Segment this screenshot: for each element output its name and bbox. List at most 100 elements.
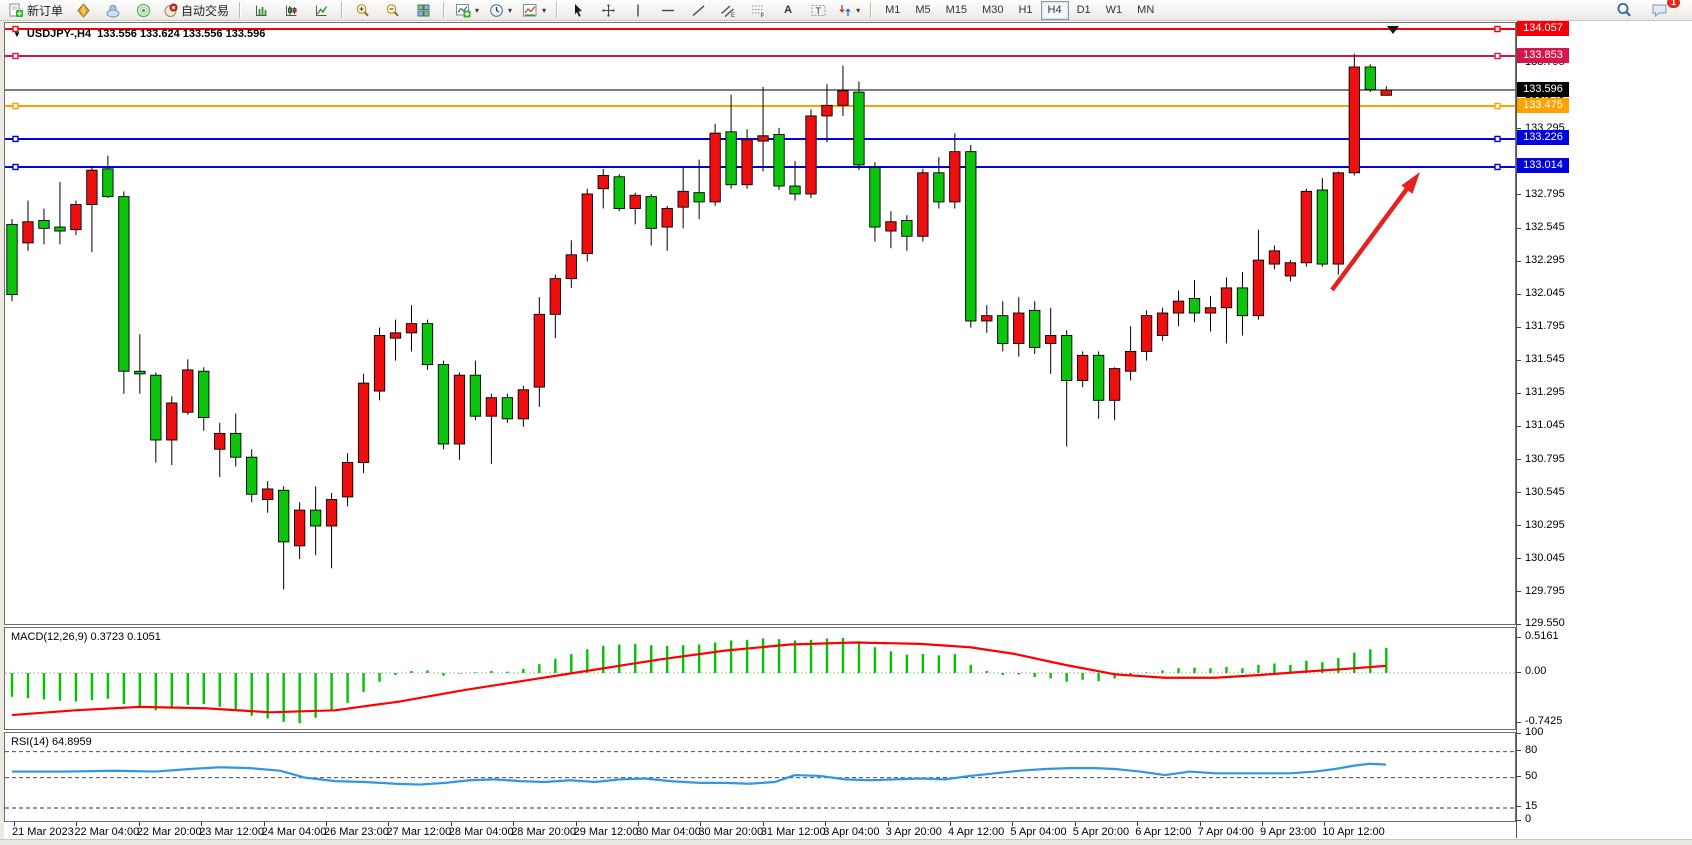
hline-handle[interactable] bbox=[12, 102, 19, 110]
date-label: 6 Apr 12:00 bbox=[1135, 826, 1192, 838]
templates-button[interactable]: ▾ bbox=[518, 0, 550, 20]
periods-button[interactable]: ▾ bbox=[485, 0, 516, 20]
candlestick-chart[interactable] bbox=[5, 23, 1515, 624]
dropdown-caret: ▾ bbox=[508, 5, 513, 15]
crosshair-icon bbox=[602, 4, 615, 16]
date-label: 26 Mar 23:00 bbox=[324, 826, 389, 838]
date-label: 4 Apr 12:00 bbox=[948, 826, 1005, 838]
rsi-axis-tick bbox=[1516, 819, 1521, 821]
autotrading-button[interactable]: 自动交易 bbox=[159, 0, 233, 20]
collapse-triangle-icon[interactable]: ▼ bbox=[13, 29, 21, 39]
cursor-icon bbox=[575, 3, 583, 17]
rsi-axis-label: 100 bbox=[1525, 726, 1544, 739]
date-tick bbox=[263, 822, 265, 826]
toolbar-separator bbox=[870, 2, 873, 18]
period-button-D1[interactable]: D1 bbox=[1076, 4, 1091, 16]
price-tick bbox=[1516, 359, 1521, 361]
quotes-button[interactable] bbox=[69, 0, 97, 20]
timeframe-buttons: M1 M5 M15 M30 H1 H4 D1 W1 MN bbox=[878, 0, 1161, 20]
period-button-W1[interactable]: W1 bbox=[1105, 4, 1123, 16]
price-tick-label: 129.795 bbox=[1525, 584, 1565, 597]
date-tick bbox=[513, 822, 515, 826]
text-label-tool-button[interactable]: T bbox=[804, 0, 832, 20]
new-order-button[interactable]: 新订单 bbox=[4, 0, 67, 20]
equidistant-channel-tool-button[interactable]: E bbox=[714, 0, 742, 20]
date-label: 22 Mar 04:00 bbox=[74, 826, 140, 838]
fibonacci-tool-button[interactable]: F bbox=[744, 0, 772, 20]
notifications-button[interactable]: 1 bbox=[1646, 0, 1680, 20]
hline-handle[interactable] bbox=[1494, 135, 1501, 143]
period-button-M15[interactable]: M15 bbox=[945, 4, 968, 16]
hline-handle[interactable] bbox=[1494, 52, 1501, 60]
horizontal-line-tool-button[interactable] bbox=[654, 0, 682, 20]
bar-chart-button[interactable] bbox=[247, 0, 275, 20]
rsi-axis-label: 0 bbox=[1525, 813, 1532, 825]
price-axis[interactable]: 133.795133.545133.295132.795132.545132.2… bbox=[1516, 0, 1692, 845]
macd-chart[interactable] bbox=[5, 628, 1515, 729]
svg-text:E: E bbox=[731, 13, 735, 18]
price-badge: 133.475 bbox=[1517, 97, 1569, 113]
price-chart-panel[interactable]: ▼ USDJPY-,H4 133.556 133.624 133.556 133… bbox=[4, 22, 1516, 625]
rsi-chart[interactable] bbox=[5, 733, 1515, 821]
macd-panel[interactable]: MACD(12,26,9) 0.3723 0.1051 bbox=[4, 627, 1516, 730]
indicators-button[interactable]: ▾ bbox=[451, 0, 483, 20]
horizontal-lines[interactable] bbox=[5, 25, 1515, 171]
period-button-H1[interactable]: H1 bbox=[1018, 4, 1033, 16]
period-button-H4[interactable]: H4 bbox=[1040, 0, 1069, 20]
chart-shift-marker-icon[interactable] bbox=[1387, 26, 1399, 34]
candlestick-chart-button[interactable] bbox=[277, 0, 305, 20]
price-badge: 133.226 bbox=[1517, 130, 1569, 146]
crosshair-tool-button[interactable] bbox=[594, 0, 622, 20]
window-bottom-border bbox=[0, 839, 1692, 845]
period-button-M30[interactable]: M30 bbox=[982, 4, 1004, 16]
clock-icon bbox=[490, 3, 503, 17]
period-button-MN[interactable]: MN bbox=[1137, 4, 1155, 16]
trendline-icon bbox=[692, 4, 705, 16]
period-button-M5[interactable]: M5 bbox=[915, 4, 931, 16]
price-tick-label: 131.045 bbox=[1525, 419, 1565, 432]
hline-handle[interactable] bbox=[12, 163, 19, 171]
cursor-tool-button[interactable] bbox=[564, 0, 592, 20]
market-watch-button[interactable] bbox=[99, 0, 127, 20]
date-label: 30 Mar 20:00 bbox=[698, 826, 764, 838]
hline-handle[interactable] bbox=[12, 135, 19, 143]
hline-handle[interactable] bbox=[12, 25, 19, 33]
date-label: 27 Mar 12:00 bbox=[386, 826, 452, 838]
trendline-tool-button[interactable] bbox=[684, 0, 712, 20]
window-left-border bbox=[0, 21, 4, 845]
hline-handle[interactable] bbox=[1494, 163, 1501, 171]
date-label: 9 Apr 23:00 bbox=[1260, 826, 1317, 838]
arrows-tool-button[interactable]: ▾ bbox=[834, 0, 864, 20]
hline-handle[interactable] bbox=[1494, 102, 1501, 110]
text-tool-button[interactable]: A bbox=[774, 0, 802, 20]
zoom-out-button[interactable] bbox=[379, 0, 407, 20]
zoom-in-button[interactable] bbox=[349, 0, 377, 20]
date-tick bbox=[1262, 822, 1263, 826]
date-tick bbox=[14, 822, 15, 826]
line-chart-button[interactable] bbox=[307, 0, 335, 20]
rsi-axis-tick bbox=[1516, 776, 1521, 778]
template-icon bbox=[523, 3, 537, 16]
price-tick-label: 130.545 bbox=[1525, 485, 1565, 498]
price-badge: 134.057 bbox=[1517, 20, 1569, 36]
signals-button[interactable] bbox=[129, 0, 157, 20]
notification-badge: 1 bbox=[1667, 0, 1680, 8]
rsi-axis-label: 80 bbox=[1525, 743, 1538, 756]
date-label: 5 Apr 20:00 bbox=[1072, 826, 1130, 838]
hline-handle[interactable] bbox=[12, 52, 19, 60]
macd-axis-tick bbox=[1516, 636, 1521, 638]
price-badge: 133.014 bbox=[1517, 158, 1569, 174]
period-button-M1[interactable]: M1 bbox=[885, 4, 901, 16]
autotrading-label: 自动交易 bbox=[181, 3, 230, 18]
rsi-panel[interactable]: RSI(14) 64.8959 bbox=[4, 732, 1516, 822]
date-label: 3 Apr 04:00 bbox=[823, 826, 880, 838]
trend-arrow-annotation[interactable] bbox=[1330, 172, 1420, 292]
bar-chart-icon bbox=[255, 5, 267, 16]
date-tick bbox=[887, 822, 889, 826]
vertical-line-tool-button[interactable] bbox=[624, 0, 652, 20]
search-button[interactable] bbox=[1610, 0, 1638, 20]
date-axis[interactable]: 21 Mar 2023 22 Mar 04:00 22 Mar 20:00 23 Ma… bbox=[4, 822, 1516, 839]
tile-windows-button[interactable] bbox=[409, 0, 437, 20]
hline-handle[interactable] bbox=[1494, 25, 1501, 33]
price-tick-label: 131.295 bbox=[1525, 386, 1565, 399]
